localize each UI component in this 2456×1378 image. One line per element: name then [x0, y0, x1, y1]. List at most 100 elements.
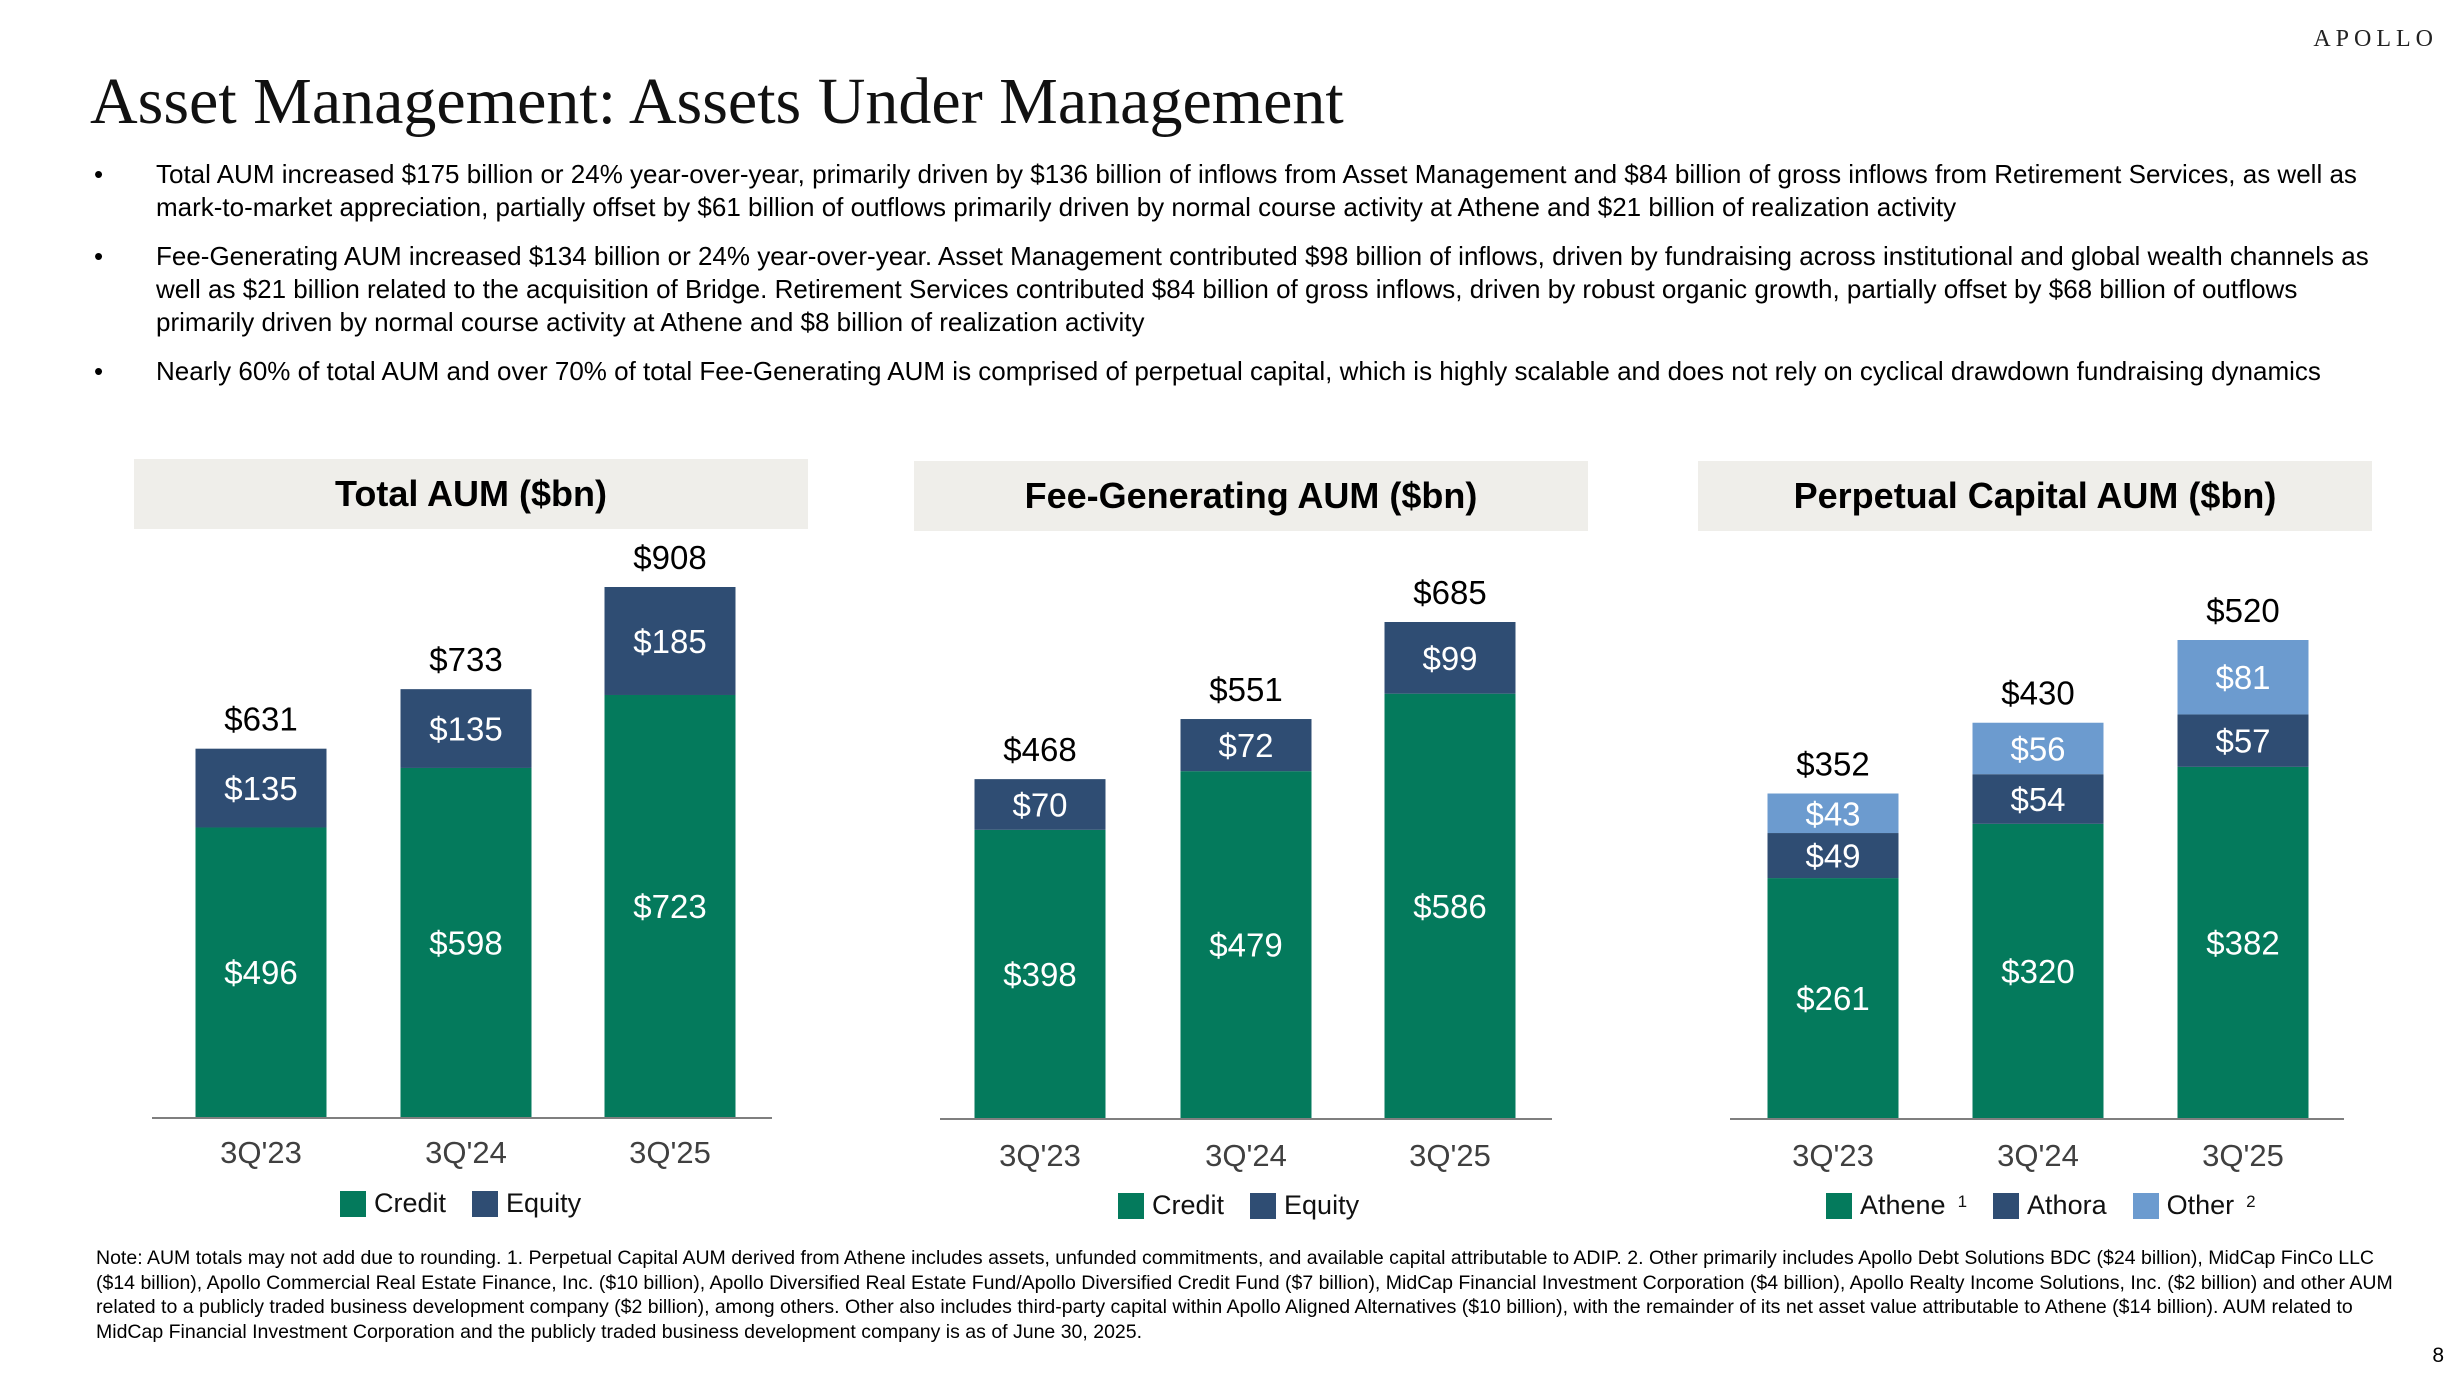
- perpetual-capital-aum-data-label: $56: [2010, 730, 2065, 767]
- perpetual-capital-aum-total-label: $352: [1796, 746, 1869, 783]
- perpetual-capital-aum-bar-athene: [1972, 823, 2104, 1118]
- perpetual-capital-aum-data-label: $49: [1805, 838, 1860, 875]
- footnote-text: Note: AUM totals may not add due to roun…: [96, 1247, 2393, 1343]
- legend-item-equity: Equity: [472, 1188, 581, 1219]
- perpetual-capital-aum-total-label: $430: [2001, 675, 2074, 712]
- fee-generating-aum-data-label: $70: [1012, 786, 1067, 823]
- perpetual-capital-aum-legend: Athene 1 Athora Other 2: [1826, 1190, 2256, 1221]
- legend-swatch-equity: [1250, 1192, 1277, 1219]
- total-aum-total-label: $908: [633, 539, 706, 576]
- fee-generating-aum-data-label: $586: [1413, 888, 1486, 925]
- fee-generating-aum-bar-credit: [1384, 693, 1516, 1118]
- fee-generating-aum-data-label: $99: [1422, 640, 1477, 677]
- perpetual-capital-aum-data-label: $382: [2206, 924, 2279, 961]
- fee-generating-aum-tick-label: 3Q'23: [999, 1138, 1081, 1173]
- total-aum-data-label: $496: [224, 954, 297, 991]
- total-aum-data-label: $598: [429, 924, 502, 961]
- total-aum-tick-label: 3Q'24: [425, 1135, 507, 1170]
- bullet-marker: •: [94, 241, 104, 271]
- fee-generating-aum-tick-label: 3Q'24: [1205, 1138, 1287, 1173]
- fee-generating-aum-total-label: $468: [1003, 731, 1076, 768]
- legend-label: Credit: [374, 1188, 447, 1218]
- total-aum-data-label: $135: [224, 770, 297, 807]
- fee-generating-aum-data-label: $398: [1003, 956, 1076, 993]
- fee-generating-aum-bar-credit: [974, 829, 1106, 1118]
- perpetual-capital-aum-bar-athene: [2177, 766, 2309, 1118]
- perpetual-capital-aum-data-label: $81: [2215, 659, 2270, 696]
- bullet-text: Total AUM increased $175 billion or 24% …: [156, 159, 2357, 222]
- perpetual-capital-aum-data-label: $43: [1805, 795, 1860, 832]
- perpetual-capital-aum-tick-label: 3Q'24: [1997, 1138, 2079, 1173]
- legend-swatch-equity: [472, 1190, 499, 1217]
- legend-item-credit: Credit: [1118, 1190, 1224, 1221]
- fee-generating-aum-data-label: $479: [1209, 927, 1282, 964]
- total-aum-data-label: $185: [633, 623, 706, 660]
- legend-label: Equity: [1284, 1190, 1360, 1220]
- perpetual-capital-aum-data-label: $261: [1796, 980, 1869, 1017]
- total-aum-total-label: $733: [429, 641, 502, 678]
- perpetual-capital-aum-chart-header: Perpetual Capital AUM ($bn): [1698, 461, 2372, 531]
- perpetual-capital-aum-bar-athora: [1767, 833, 1899, 879]
- total-aum-chart-header: Total AUM ($bn): [134, 459, 808, 529]
- perpetual-capital-aum-bar-athora: [1972, 774, 2104, 824]
- bullet-list: • Total AUM increased $175 billion or 24%…: [90, 158, 2390, 404]
- perpetual-capital-aum-total-label: $520: [2206, 592, 2279, 629]
- fee-generating-aum-data-label: $72: [1218, 727, 1273, 764]
- fee-generating-aum-bar-equity: [974, 779, 1106, 830]
- perpetual-capital-aum-data-label: $54: [2010, 781, 2065, 818]
- perpetual-capital-aum-bar-other: [1767, 793, 1899, 834]
- legend-item-athene: Athene 1: [1826, 1190, 1967, 1221]
- page-title: Asset Management: Assets Under Managemen…: [90, 65, 1344, 138]
- perpetual-capital-aum-bar-other: [1972, 722, 2104, 775]
- legend-swatch-athora: [1993, 1192, 2020, 1219]
- fee-generating-aum-legend: Credit Equity: [1118, 1190, 1359, 1221]
- legend-item-credit: Credit: [340, 1188, 446, 1219]
- total-aum-tick-label: 3Q'25: [629, 1135, 711, 1170]
- total-aum-bar-equity: [400, 689, 532, 768]
- bullet-item: • Fee-Generating AUM increased $134 billi…: [90, 240, 2390, 339]
- total-aum-tick-label: 3Q'23: [220, 1135, 302, 1170]
- bullet-item: • Nearly 60% of total AUM and over 70% of…: [90, 355, 2390, 388]
- total-aum-bar-equity: [195, 748, 327, 828]
- bullet-text: Nearly 60% of total AUM and over 70% of …: [156, 356, 2321, 386]
- legend-item-other: Other 2: [2132, 1190, 2256, 1221]
- fee-generating-aum-tick-label: 3Q'25: [1409, 1138, 1491, 1173]
- legend-label: Other: [2166, 1190, 2235, 1220]
- total-aum-data-label: $135: [429, 711, 502, 748]
- bullet-marker: •: [94, 159, 104, 189]
- total-aum-bar-credit: [604, 694, 736, 1117]
- page-number: 8: [2432, 1344, 2444, 1367]
- bullet-text: Fee-Generating AUM increased $134 billio…: [156, 241, 2369, 337]
- legend-label: Equity: [506, 1188, 582, 1218]
- legend-swatch-athene: [1826, 1192, 1852, 1219]
- total-aum-data-label: $723: [633, 888, 706, 925]
- bullet-marker: •: [94, 356, 104, 386]
- fee-generating-aum-bar-equity: [1384, 622, 1516, 694]
- perpetual-capital-aum-tick-label: 3Q'23: [1792, 1138, 1874, 1173]
- total-aum-total-label: $631: [224, 701, 297, 738]
- legend-swatch-credit: [340, 1190, 366, 1217]
- footnote-marker: 1: [1957, 1191, 1968, 1211]
- total-aum-legend: Credit Equity: [340, 1188, 581, 1219]
- perpetual-capital-aum-data-label: $57: [2215, 723, 2270, 760]
- fee-generating-aum-bar-equity: [1180, 719, 1312, 772]
- perpetual-capital-aum-tick-label: 3Q'25: [2202, 1138, 2284, 1173]
- legend-label: Athora: [2027, 1190, 2107, 1220]
- legend-label: Athene: [1860, 1190, 1946, 1220]
- total-aum-bar-credit: [195, 827, 327, 1117]
- legend-item-athora: Athora: [1993, 1190, 2107, 1221]
- legend-item-equity: Equity: [1250, 1190, 1359, 1221]
- perpetual-capital-aum-bar-athene: [1767, 878, 1899, 1118]
- fee-generating-aum-chart-header: Fee-Generating AUM ($bn): [914, 461, 1588, 531]
- total-aum-bar-equity: [604, 587, 736, 695]
- fee-generating-aum-total-label: $685: [1413, 574, 1486, 611]
- perpetual-capital-aum-bar-athora: [2177, 714, 2309, 767]
- fee-generating-aum-total-label: $551: [1209, 671, 1282, 708]
- perpetual-capital-aum-bar-other: [2177, 640, 2309, 715]
- fee-generating-aum-bar-credit: [1180, 771, 1312, 1118]
- footnote-marker: 2: [2246, 1191, 2256, 1211]
- legend-label: Credit: [1152, 1190, 1225, 1220]
- total-aum-bar-credit: [400, 767, 532, 1117]
- legend-swatch-credit: [1118, 1192, 1144, 1219]
